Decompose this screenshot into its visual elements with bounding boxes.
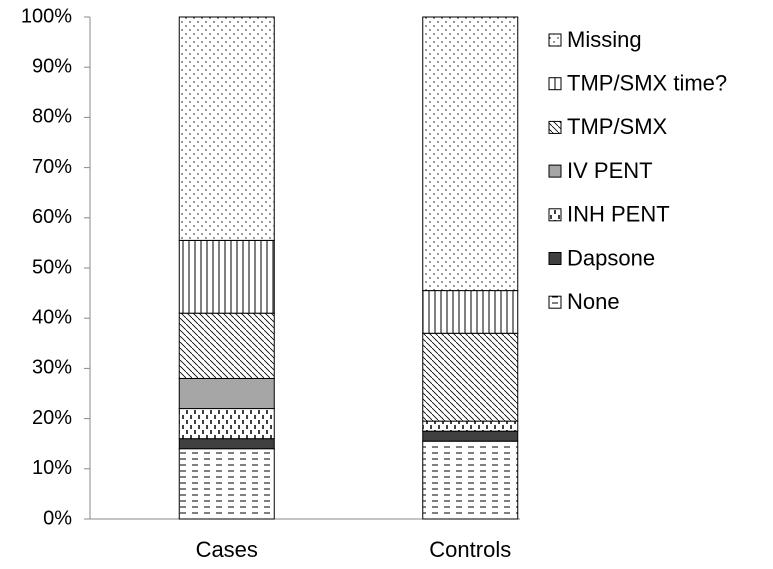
y-tick-label: 10% <box>32 457 72 479</box>
y-tick-label: 100% <box>21 5 72 27</box>
legend-swatch <box>548 33 562 47</box>
x-tick-label: Controls <box>429 537 511 562</box>
bar-segment <box>422 420 519 432</box>
legend-label: INH PENT <box>567 202 670 227</box>
bar-segment <box>178 377 275 410</box>
y-tick-label: 80% <box>32 106 72 128</box>
y-tick-label: 60% <box>32 206 72 228</box>
bar-segment <box>178 438 275 450</box>
legend-label: TMP/SMX time? <box>567 71 727 96</box>
y-tick-label: 30% <box>32 357 72 379</box>
legend-swatch <box>548 77 562 91</box>
legend-swatch <box>548 295 562 309</box>
bar-segment <box>422 440 519 520</box>
legend-swatch <box>548 208 562 222</box>
legend-swatch <box>548 164 562 178</box>
legend-label: Dapsone <box>567 245 655 270</box>
legend-swatch <box>548 120 562 134</box>
y-tick-label: 70% <box>32 156 72 178</box>
y-tick-label: 0% <box>43 507 72 529</box>
bar-segment <box>422 290 519 334</box>
y-tick-label: 20% <box>32 407 72 429</box>
y-tick-label: 50% <box>32 256 72 278</box>
legend-label: TMP/SMX <box>567 114 668 139</box>
bar-segment <box>422 16 519 292</box>
bar-segment <box>178 16 275 241</box>
legend-label: Missing <box>567 27 642 52</box>
bar-segment <box>422 430 519 442</box>
bar-segment <box>178 239 275 314</box>
y-tick-label: 90% <box>32 55 72 77</box>
legend-label: IV PENT <box>567 158 653 183</box>
legend-swatch <box>548 252 562 265</box>
bar-segment <box>178 448 275 520</box>
y-tick-label: 40% <box>32 306 72 328</box>
bar-segment <box>178 408 275 440</box>
x-tick-label: Cases <box>196 537 258 562</box>
legend-label: None <box>567 289 620 314</box>
bar-segment <box>422 332 519 422</box>
bar-segment <box>178 312 275 379</box>
